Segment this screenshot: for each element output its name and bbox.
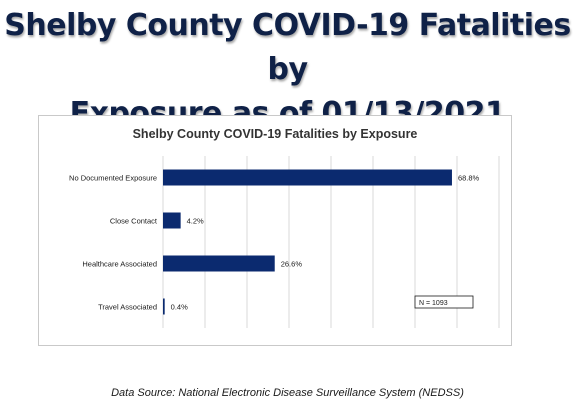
category-label: Close Contact bbox=[110, 217, 158, 226]
category-label: Travel Associated bbox=[98, 303, 157, 312]
data-label: 4.2% bbox=[187, 217, 204, 226]
bar bbox=[163, 255, 275, 272]
annotation-box bbox=[414, 295, 474, 309]
slide-title-line-1: Shelby County COVID-19 Fatalities by bbox=[4, 8, 571, 87]
data-label: 68.8% bbox=[458, 174, 480, 183]
bar bbox=[163, 212, 181, 229]
bar bbox=[163, 298, 165, 315]
bar bbox=[163, 169, 452, 186]
bar-chart: Shelby County COVID-19 Fatalities by Exp… bbox=[69, 127, 500, 328]
chart-title: Shelby County COVID-19 Fatalities by Exp… bbox=[133, 127, 418, 141]
category-label: No Documented Exposure bbox=[69, 174, 157, 183]
data-label: 0.4% bbox=[171, 303, 188, 312]
chart-frame: Shelby County COVID-19 Fatalities by Exp… bbox=[38, 115, 512, 346]
data-label: 26.6% bbox=[281, 260, 303, 269]
data-source-note: Data Source: National Electronic Disease… bbox=[111, 387, 464, 399]
category-label: Healthcare Associated bbox=[82, 260, 157, 269]
annotation-text: N = 1093 bbox=[419, 300, 448, 307]
